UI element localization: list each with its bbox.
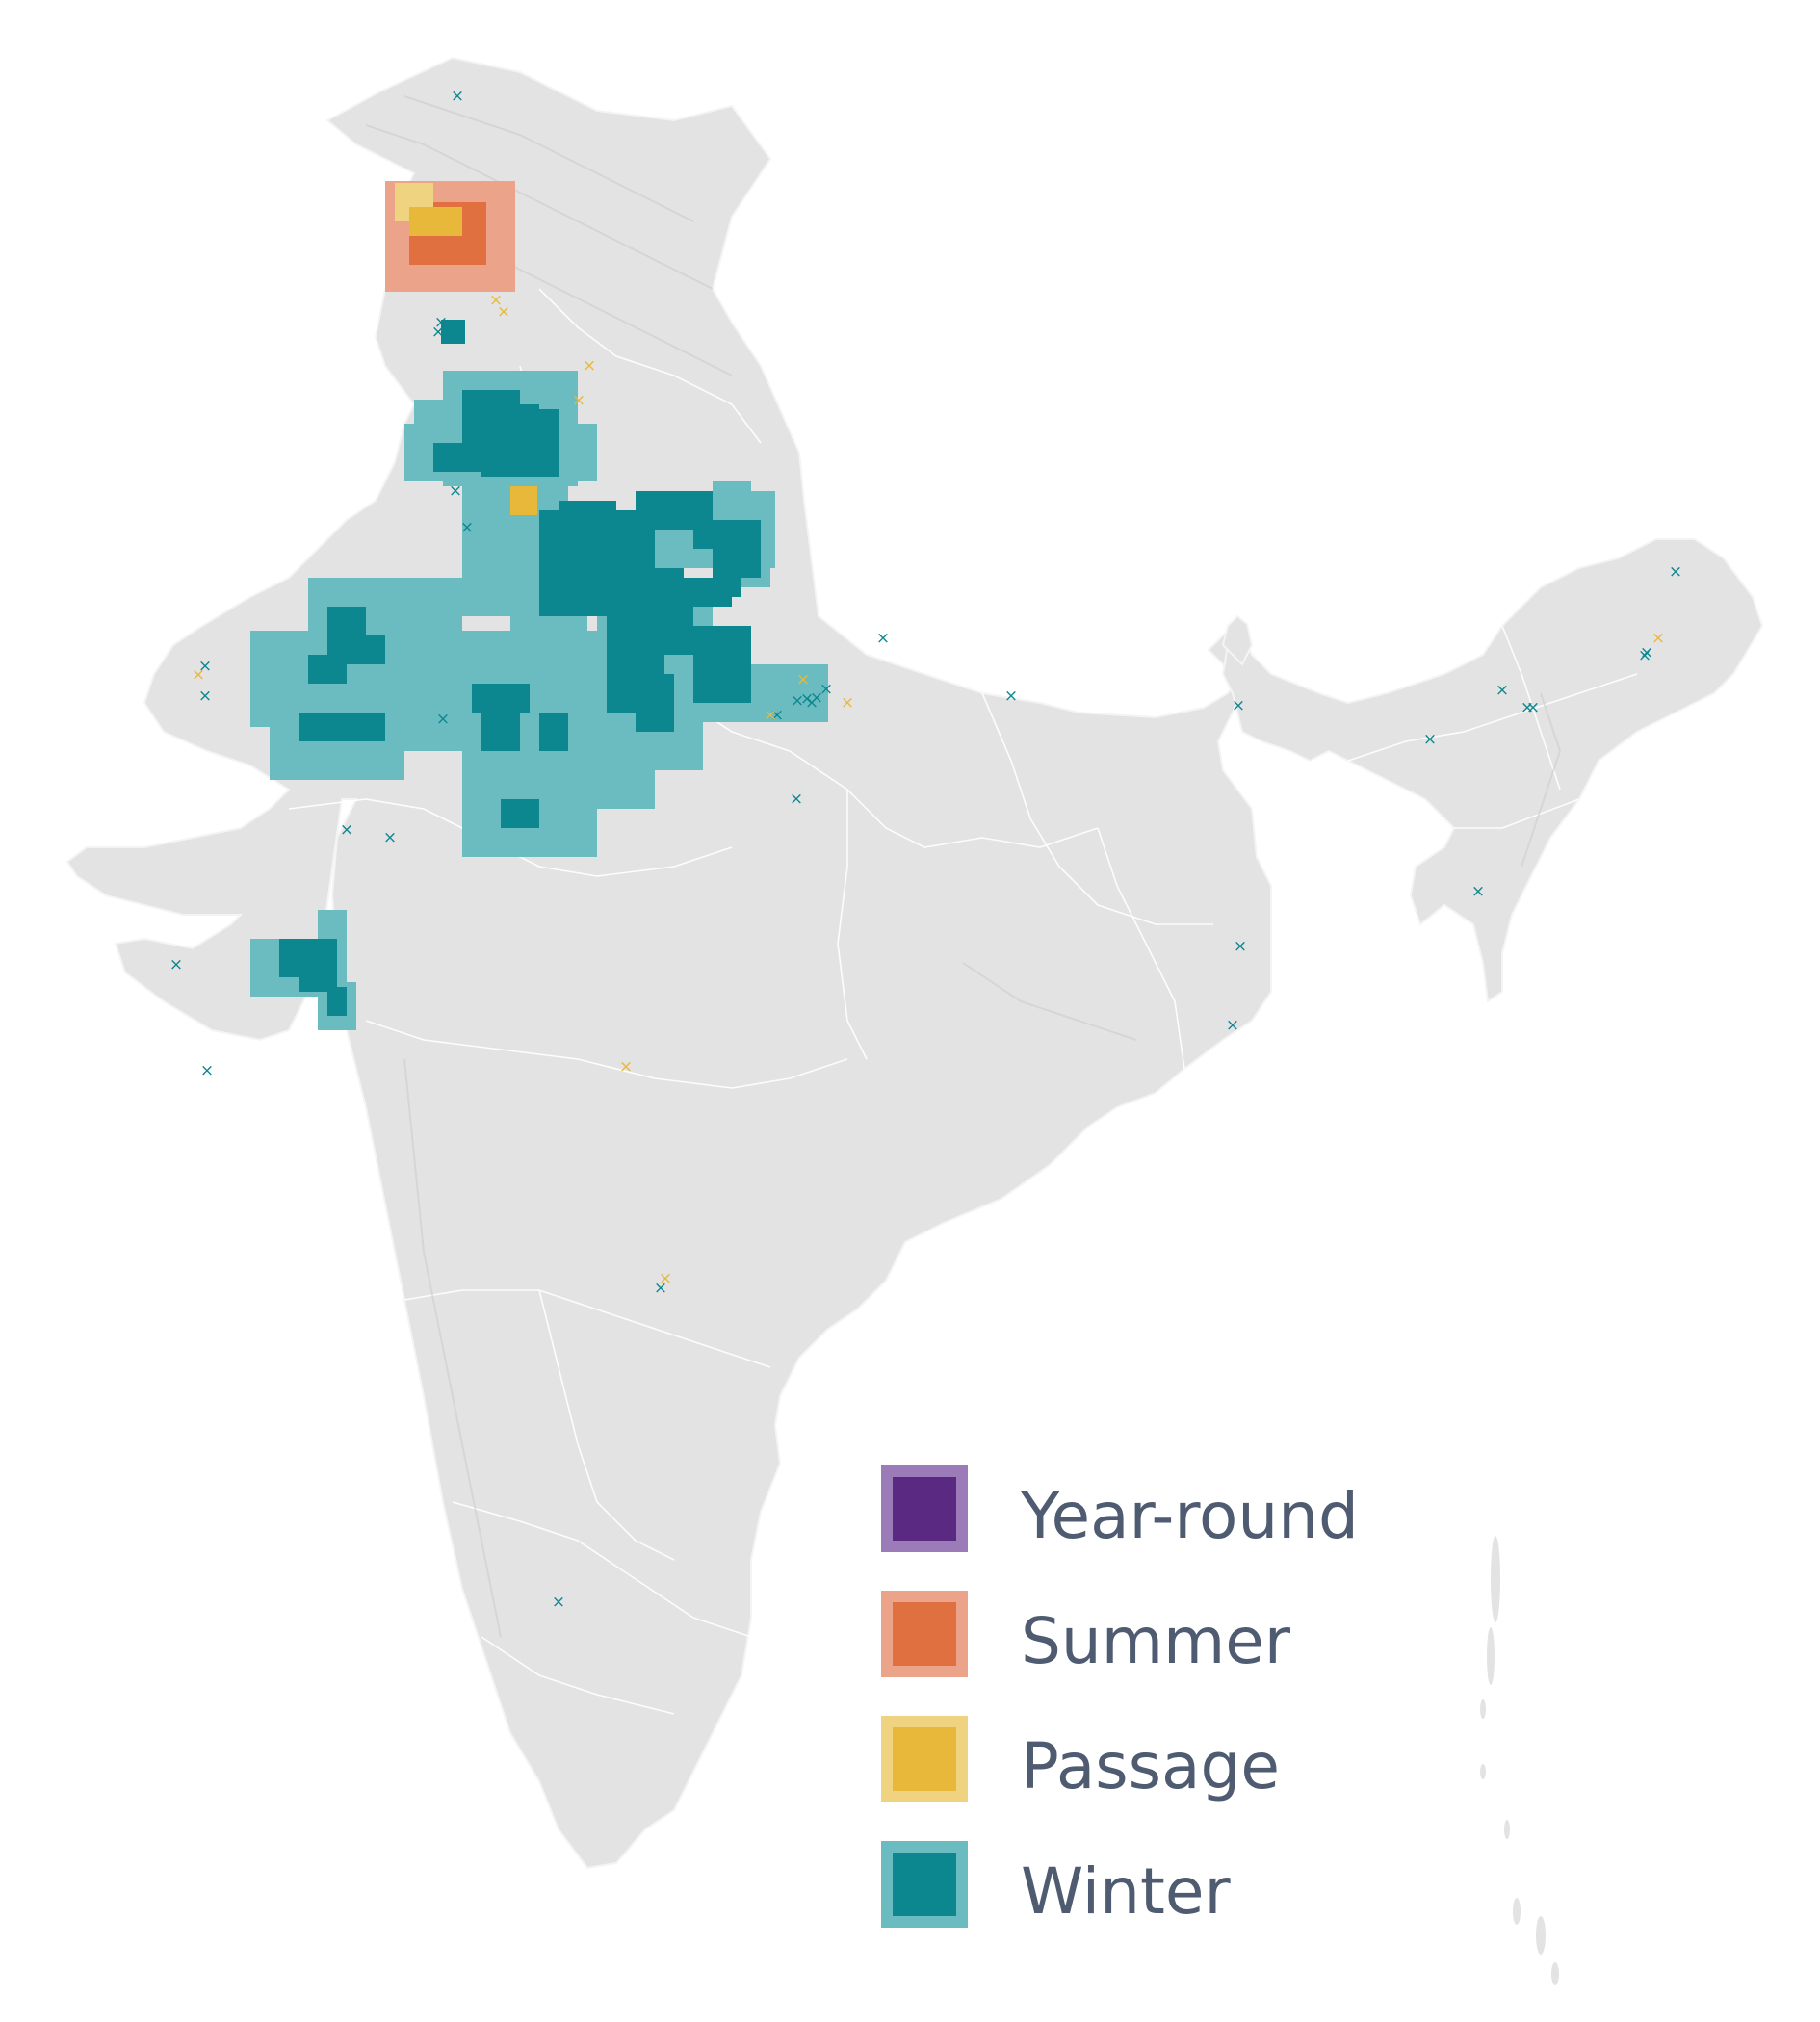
winter-range-cell bbox=[308, 655, 347, 684]
winter-range-cell bbox=[693, 626, 751, 703]
winter-observation-marker: × bbox=[819, 680, 833, 699]
winter-observation-marker: × bbox=[434, 313, 448, 332]
winter-range-cell bbox=[501, 799, 539, 828]
winter-range-cell bbox=[433, 443, 481, 472]
legend-swatch-winter-inner bbox=[893, 1853, 956, 1916]
winter-observation-marker: × bbox=[552, 1593, 565, 1612]
winter-observation-marker: × bbox=[1004, 687, 1018, 706]
passage-observation-marker: × bbox=[192, 665, 205, 685]
legend-label-winter: Winter bbox=[1021, 1854, 1231, 1929]
winter-observation-marker: × bbox=[654, 1279, 667, 1298]
winter-range-cell bbox=[520, 404, 539, 424]
winter-range-cell bbox=[713, 539, 761, 578]
legend-label-year-round: Year-round bbox=[1020, 1479, 1359, 1553]
winter-observation-marker: × bbox=[1521, 698, 1534, 717]
winter-range-cell bbox=[481, 713, 520, 751]
winter-observation-marker: × bbox=[876, 629, 890, 648]
winter-range-cell bbox=[472, 684, 530, 713]
legend-item-winter: Winter bbox=[881, 1841, 1231, 1929]
winter-observation-marker: × bbox=[198, 657, 212, 676]
winter-observation-marker: × bbox=[1232, 696, 1245, 715]
winter-observation-marker: × bbox=[1640, 643, 1653, 662]
winter-observation-marker: × bbox=[800, 689, 814, 709]
sikkim-region bbox=[1221, 614, 1254, 666]
winter-observation-marker: × bbox=[444, 324, 457, 344]
passage-observation-marker: × bbox=[619, 1057, 633, 1076]
winter-observation-marker: × bbox=[1638, 646, 1651, 665]
legend-item-summer: Summer bbox=[881, 1591, 1291, 1678]
range-grid bbox=[250, 181, 828, 1030]
winter-observation-marker: × bbox=[1234, 937, 1247, 956]
winter-observation-marker: × bbox=[791, 691, 804, 711]
passage-range-cell bbox=[510, 486, 537, 515]
legend: Year-round Summer Passage Winter bbox=[881, 1465, 1359, 1929]
legend-item-passage: Passage bbox=[881, 1716, 1280, 1803]
passage-range-cell bbox=[409, 207, 462, 236]
winter-range-cell bbox=[693, 578, 741, 597]
winter-observation-marker: × bbox=[460, 518, 474, 537]
winter-observation-marker: × bbox=[340, 820, 353, 840]
winter-observation-marker: × bbox=[701, 673, 715, 692]
india-mainland bbox=[65, 56, 1272, 1870]
passage-observation-marker: × bbox=[659, 1269, 672, 1288]
legend-swatch-year-round-inner bbox=[893, 1477, 956, 1541]
andaman-nicobar-islands bbox=[1480, 1536, 1559, 1985]
winter-observation-marker: × bbox=[770, 706, 784, 725]
legend-swatch-summer-inner bbox=[893, 1602, 956, 1666]
passage-observation-marker: × bbox=[489, 291, 503, 310]
passage-observation-marker: × bbox=[572, 391, 585, 410]
observation-markers: ×××××××××× ××××× ×××××××××× ×××××××××××××××… bbox=[169, 87, 1682, 1612]
winter-observation-marker: × bbox=[728, 680, 741, 699]
winter-observation-marker: × bbox=[1226, 1016, 1239, 1035]
winter-observation-marker: × bbox=[1669, 562, 1682, 582]
passage-observation-marker: × bbox=[764, 706, 777, 725]
winter-observation-marker: × bbox=[1471, 882, 1485, 901]
winter-observation-marker: × bbox=[1495, 681, 1509, 700]
winter-observation-marker: × bbox=[431, 323, 445, 342]
legend-label-passage: Passage bbox=[1021, 1729, 1280, 1803]
winter-observation-marker: × bbox=[383, 828, 397, 847]
winter-range-cell bbox=[539, 713, 568, 751]
passage-observation-marker: × bbox=[841, 693, 854, 713]
winter-observation-marker: × bbox=[198, 687, 212, 706]
winter-observation-marker: × bbox=[200, 1061, 214, 1080]
terrain-relief bbox=[365, 95, 1562, 1638]
winter-range-cell bbox=[636, 674, 674, 732]
legend-label-summer: Summer bbox=[1021, 1604, 1291, 1678]
winter-observation-marker: × bbox=[449, 481, 462, 501]
winter-range-cell bbox=[327, 987, 347, 1016]
winter-observation-marker: × bbox=[1526, 698, 1540, 717]
winter-range-cell bbox=[356, 635, 385, 664]
legend-item-year-round: Year-round bbox=[881, 1465, 1359, 1553]
legend-swatch-passage-inner bbox=[893, 1727, 956, 1791]
passage-observation-marker: × bbox=[497, 302, 510, 322]
winter-observation-marker: × bbox=[810, 688, 823, 708]
winter-observation-marker: × bbox=[454, 327, 467, 347]
winter-range-cell bbox=[441, 320, 465, 344]
northeast-region bbox=[1221, 538, 1764, 1003]
winter-range-cell bbox=[299, 713, 385, 741]
winter-range-cell bbox=[501, 438, 539, 477]
passage-observation-marker: × bbox=[583, 356, 596, 376]
winter-observation-marker: × bbox=[436, 710, 450, 729]
winter-observation-marker: × bbox=[451, 87, 464, 106]
passage-observation-marker: × bbox=[1651, 629, 1665, 648]
winter-observation-marker: × bbox=[169, 955, 183, 974]
winter-range-cell-light bbox=[568, 751, 655, 809]
winter-range-cell bbox=[279, 939, 337, 977]
passage-observation-marker: × bbox=[796, 670, 810, 689]
winter-observation-marker: × bbox=[790, 790, 803, 809]
winter-observation-marker: × bbox=[1423, 730, 1437, 749]
winter-observation-marker: × bbox=[805, 693, 819, 713]
